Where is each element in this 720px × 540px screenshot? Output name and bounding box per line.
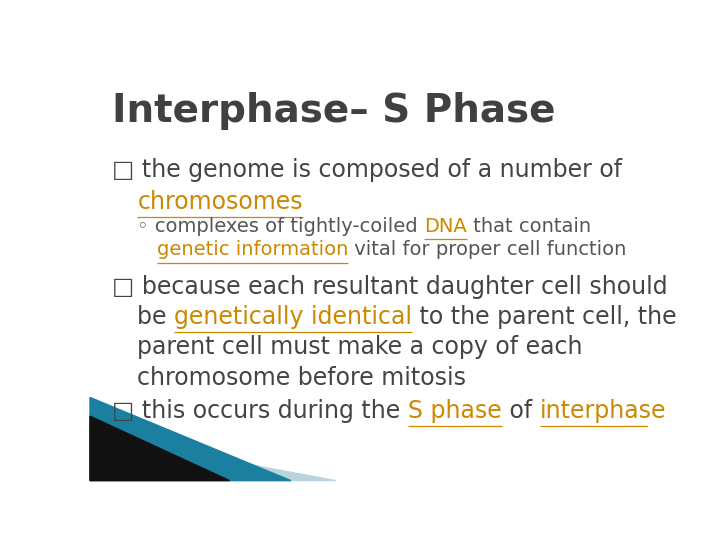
Polygon shape: [90, 435, 336, 481]
Text: that contain: that contain: [467, 217, 591, 235]
Text: □ the genome is composed of a number of: □ the genome is composed of a number of: [112, 158, 623, 183]
Text: Interphase– S Phase: Interphase– S Phase: [112, 92, 556, 130]
Text: S phase: S phase: [408, 399, 502, 423]
Text: □ because each resultant daughter cell should: □ because each resultant daughter cell s…: [112, 275, 668, 299]
Text: genetic information: genetic information: [157, 240, 348, 259]
Text: of: of: [502, 399, 539, 423]
Text: vital for proper cell function: vital for proper cell function: [348, 240, 626, 259]
Text: DNA: DNA: [424, 217, 467, 235]
Text: ◦ complexes of tightly-coiled: ◦ complexes of tightly-coiled: [138, 217, 424, 235]
Text: chromosomes: chromosomes: [138, 190, 303, 213]
Text: to the parent cell, the: to the parent cell, the: [413, 305, 677, 329]
Text: interphase: interphase: [539, 399, 666, 423]
Text: parent cell must make a copy of each: parent cell must make a copy of each: [138, 335, 583, 360]
Text: be: be: [138, 305, 174, 329]
Text: chromosome before mitosis: chromosome before mitosis: [138, 366, 467, 390]
Text: □ this occurs during the: □ this occurs during the: [112, 399, 408, 423]
Polygon shape: [90, 416, 230, 481]
Polygon shape: [90, 397, 291, 481]
Text: genetically identical: genetically identical: [174, 305, 413, 329]
